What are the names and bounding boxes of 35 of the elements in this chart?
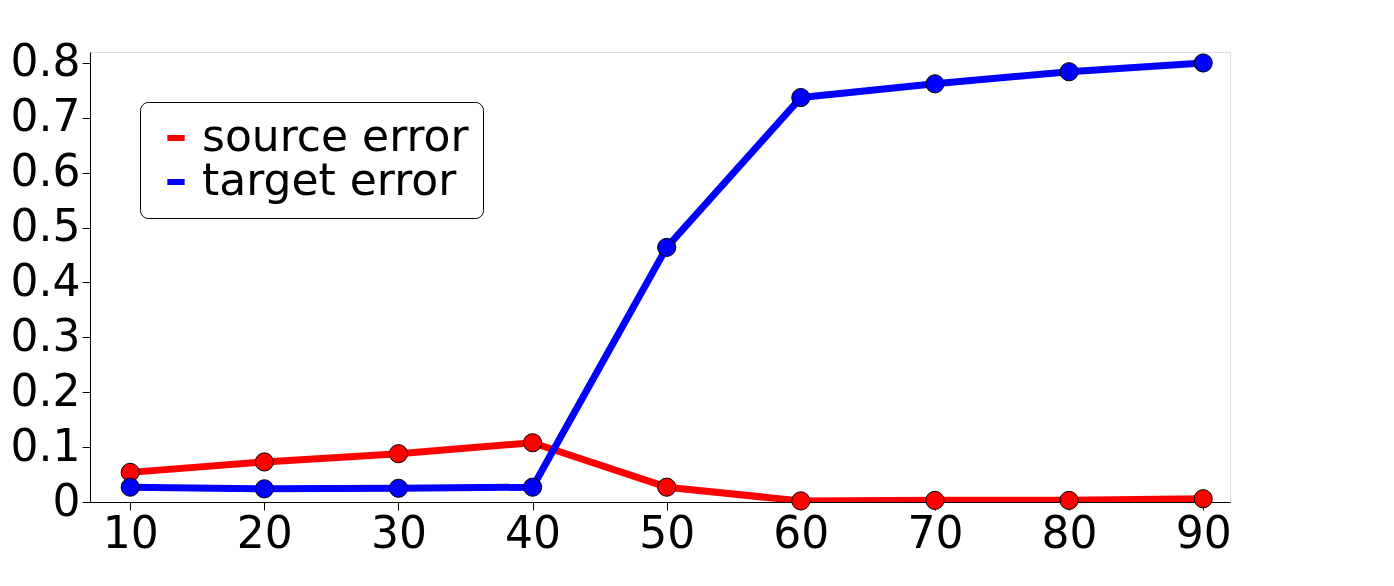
y-tick-label: 0.1	[10, 419, 81, 471]
x-tick-label: 80	[1041, 506, 1098, 558]
x-tick-label: 90	[1175, 506, 1232, 558]
point	[657, 477, 677, 497]
point	[925, 490, 945, 510]
x-tick-label: 70	[907, 506, 964, 558]
y-tick-label: 0.2	[10, 364, 81, 416]
y-tick-label: 0	[52, 474, 81, 526]
x-tick-label: 20	[236, 506, 293, 558]
point	[791, 87, 811, 108]
y-tick-label: 0.5	[10, 200, 81, 252]
point	[388, 478, 409, 498]
point	[1059, 490, 1079, 510]
y-tick-label: 0.4	[10, 254, 81, 306]
x-tick-label: 10	[102, 506, 159, 558]
point	[657, 237, 677, 257]
x-tick-label: 60	[773, 506, 830, 558]
point	[388, 444, 409, 464]
point	[791, 491, 811, 511]
point	[523, 433, 543, 453]
point	[925, 74, 945, 94]
point	[120, 477, 140, 497]
y-tick-label: 0.7	[10, 90, 81, 142]
x-tick-label: 30	[370, 506, 427, 558]
x-tick-label: 50	[639, 506, 696, 558]
y-tick-label: 0.8	[10, 35, 81, 87]
point	[254, 479, 274, 499]
point	[1059, 62, 1079, 82]
point	[523, 477, 543, 497]
point	[254, 452, 274, 472]
x-tick-label: 40	[505, 506, 562, 558]
point	[1193, 53, 1213, 73]
point	[1193, 489, 1213, 509]
y-tick-label: 0.3	[10, 309, 81, 361]
y-tick-label: 0.6	[10, 145, 81, 197]
